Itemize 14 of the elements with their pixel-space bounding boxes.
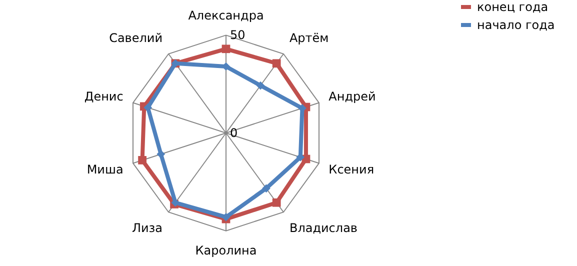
spoke-label: Владислав xyxy=(289,220,358,235)
spoke-label: Лиза xyxy=(132,220,163,235)
spoke-label: Миша xyxy=(86,162,124,176)
y-tick-label: 0 xyxy=(230,126,238,140)
spoke-label: Денис xyxy=(84,90,124,104)
legend-label: конец года xyxy=(477,0,548,14)
y-tick-label: 50 xyxy=(230,28,246,42)
spoke-label: Савелий xyxy=(109,31,163,46)
spoke-label: Ксения xyxy=(328,162,374,176)
legend-label: начало года xyxy=(477,18,555,32)
spoke-label: Каролина xyxy=(195,243,257,258)
spoke-label: Александра xyxy=(188,8,264,23)
spoke-label: Артём xyxy=(289,31,329,46)
spoke-label: Андрей xyxy=(328,90,376,104)
